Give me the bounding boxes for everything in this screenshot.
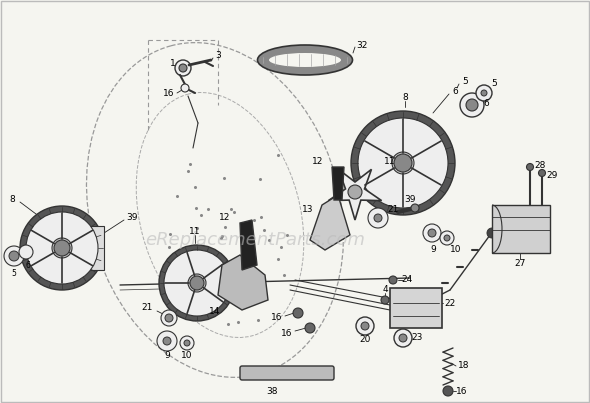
- Circle shape: [368, 208, 388, 228]
- Text: 9: 9: [164, 351, 170, 359]
- Circle shape: [440, 231, 454, 245]
- Circle shape: [476, 85, 492, 101]
- Text: 1: 1: [170, 58, 176, 67]
- Circle shape: [159, 245, 235, 321]
- Text: 11: 11: [384, 158, 396, 166]
- Circle shape: [351, 111, 455, 215]
- Text: 24: 24: [401, 276, 412, 285]
- Text: 16: 16: [271, 314, 283, 322]
- Circle shape: [423, 224, 441, 242]
- Polygon shape: [310, 195, 350, 250]
- Text: 39: 39: [404, 195, 416, 204]
- Polygon shape: [218, 255, 268, 310]
- Circle shape: [164, 250, 230, 316]
- Circle shape: [428, 229, 436, 237]
- Circle shape: [19, 245, 33, 259]
- Polygon shape: [240, 220, 257, 270]
- Circle shape: [466, 99, 478, 111]
- Text: 27: 27: [514, 258, 526, 268]
- Text: 12: 12: [219, 212, 231, 222]
- Circle shape: [460, 93, 484, 117]
- FancyBboxPatch shape: [390, 288, 442, 328]
- Ellipse shape: [269, 53, 341, 67]
- Circle shape: [539, 170, 546, 177]
- Circle shape: [20, 206, 104, 290]
- Text: 5: 5: [12, 268, 17, 278]
- Circle shape: [175, 60, 191, 76]
- FancyBboxPatch shape: [492, 205, 550, 253]
- Circle shape: [26, 212, 98, 284]
- Circle shape: [411, 204, 419, 212]
- Circle shape: [181, 84, 189, 92]
- Text: 32: 32: [356, 40, 368, 50]
- Circle shape: [394, 154, 412, 172]
- Text: 29: 29: [546, 170, 558, 179]
- Circle shape: [356, 317, 374, 335]
- Circle shape: [9, 251, 19, 261]
- Circle shape: [358, 118, 448, 208]
- Text: 23: 23: [411, 334, 422, 343]
- Text: 6: 6: [25, 262, 31, 270]
- Text: 21: 21: [142, 303, 153, 312]
- Polygon shape: [329, 169, 382, 220]
- Circle shape: [392, 152, 414, 174]
- Circle shape: [305, 323, 315, 333]
- Text: 39: 39: [126, 214, 137, 222]
- Text: 16: 16: [281, 328, 293, 337]
- Circle shape: [188, 274, 206, 292]
- Circle shape: [184, 340, 190, 346]
- Text: eReplacementParts.com: eReplacementParts.com: [145, 231, 365, 249]
- Text: 9: 9: [430, 245, 436, 255]
- Circle shape: [348, 185, 362, 199]
- Circle shape: [389, 276, 397, 284]
- Circle shape: [4, 246, 24, 266]
- Circle shape: [54, 240, 70, 256]
- Circle shape: [443, 386, 453, 396]
- Polygon shape: [332, 167, 344, 200]
- Text: 4: 4: [382, 285, 388, 295]
- Circle shape: [52, 238, 72, 258]
- Text: 8: 8: [402, 93, 408, 102]
- Circle shape: [361, 322, 369, 330]
- Text: 16: 16: [163, 89, 175, 98]
- Ellipse shape: [257, 45, 352, 75]
- Circle shape: [381, 296, 389, 304]
- Text: 28: 28: [535, 160, 546, 170]
- Text: 14: 14: [209, 307, 221, 316]
- Text: 6: 6: [452, 87, 458, 96]
- Circle shape: [190, 276, 204, 290]
- Text: 6: 6: [483, 98, 489, 108]
- Text: 11: 11: [189, 226, 201, 235]
- Circle shape: [399, 334, 407, 342]
- Bar: [84, 226, 104, 270]
- Text: 13: 13: [302, 206, 314, 214]
- Circle shape: [163, 337, 171, 345]
- Circle shape: [179, 64, 187, 72]
- Text: 21: 21: [387, 206, 399, 214]
- Text: 5: 5: [491, 79, 497, 87]
- Text: 8: 8: [9, 195, 15, 204]
- FancyBboxPatch shape: [240, 366, 334, 380]
- Text: 20: 20: [359, 336, 371, 345]
- Text: 16: 16: [456, 386, 468, 395]
- Text: 18: 18: [458, 361, 470, 370]
- Text: 5: 5: [462, 77, 468, 85]
- Circle shape: [180, 336, 194, 350]
- Text: 22: 22: [444, 299, 455, 307]
- Circle shape: [481, 90, 487, 96]
- Text: 3: 3: [215, 52, 221, 60]
- Circle shape: [161, 310, 177, 326]
- Circle shape: [487, 228, 497, 238]
- Text: 38: 38: [266, 386, 278, 395]
- Text: 10: 10: [181, 351, 193, 361]
- Circle shape: [157, 331, 177, 351]
- Text: 12: 12: [312, 158, 324, 166]
- Text: 10: 10: [450, 245, 462, 255]
- Circle shape: [374, 214, 382, 222]
- Circle shape: [444, 235, 450, 241]
- Circle shape: [394, 329, 412, 347]
- Circle shape: [165, 314, 173, 322]
- Circle shape: [293, 308, 303, 318]
- Circle shape: [526, 164, 533, 170]
